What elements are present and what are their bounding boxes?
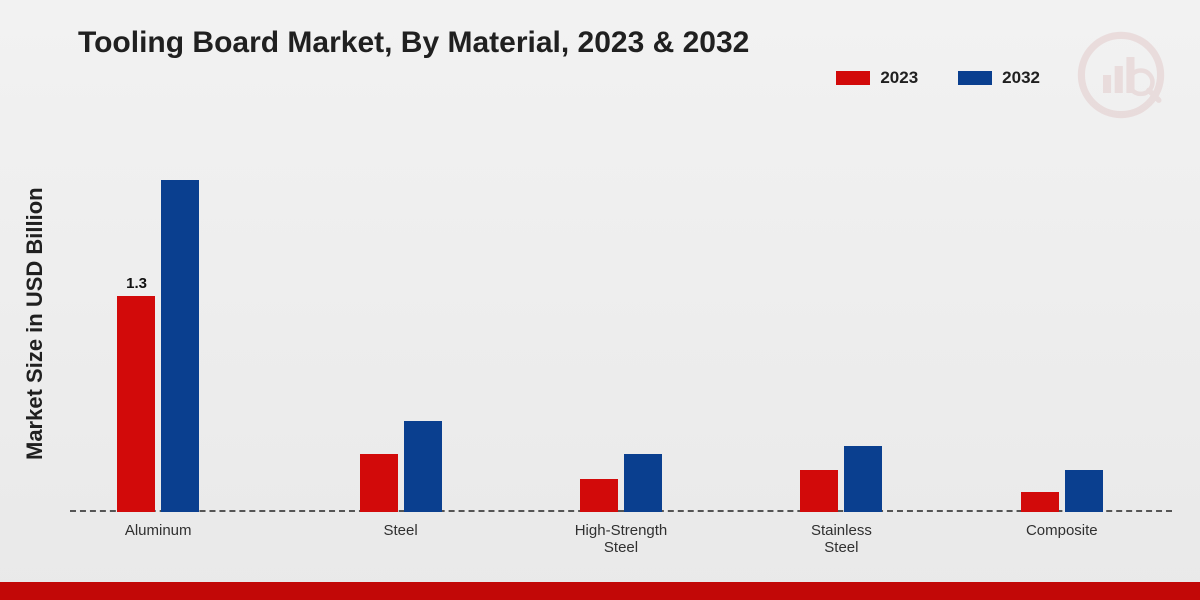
x-label-stainless-steel: StainlessSteel	[811, 522, 872, 557]
legend-item-2023: 2023	[836, 68, 918, 88]
chart-title: Tooling Board Market, By Material, 2023 …	[78, 26, 749, 60]
watermark-logo-icon	[1076, 30, 1166, 120]
bar-2023-composite	[1021, 492, 1059, 512]
bar-2032-composite	[1065, 470, 1103, 512]
bar-2032-high-strength-steel	[624, 454, 662, 512]
legend: 2023 2032	[836, 68, 1040, 88]
legend-label-2032: 2032	[1002, 68, 1040, 88]
bar-2023-steel	[360, 454, 398, 512]
bar-2023-aluminum	[117, 296, 155, 512]
chart-page: Tooling Board Market, By Material, 2023 …	[0, 0, 1200, 600]
bar-2023-stainless-steel	[800, 470, 838, 512]
chart-area: 1.3	[70, 130, 1172, 512]
x-label-steel: Steel	[383, 522, 417, 539]
value-label: 1.3	[126, 275, 147, 292]
legend-label-2023: 2023	[880, 68, 918, 88]
footer-bar	[0, 582, 1200, 600]
x-label-aluminum: Aluminum	[125, 522, 192, 539]
legend-swatch-2032	[958, 71, 992, 85]
legend-swatch-2023	[836, 71, 870, 85]
bar-2032-stainless-steel	[844, 446, 882, 512]
bar-2032-aluminum	[161, 180, 199, 512]
x-label-high-strength-steel: High-StrengthSteel	[575, 522, 668, 557]
x-axis-baseline	[70, 510, 1172, 512]
x-label-composite: Composite	[1026, 522, 1098, 539]
x-axis-labels: Aluminum Steel High-StrengthSteel Stainless…	[70, 516, 1172, 556]
bar-2032-steel	[404, 421, 442, 512]
y-axis-label: Market Size in USD Billion	[22, 187, 48, 460]
bar-2023-high-strength-steel	[580, 479, 618, 512]
legend-item-2032: 2032	[958, 68, 1040, 88]
